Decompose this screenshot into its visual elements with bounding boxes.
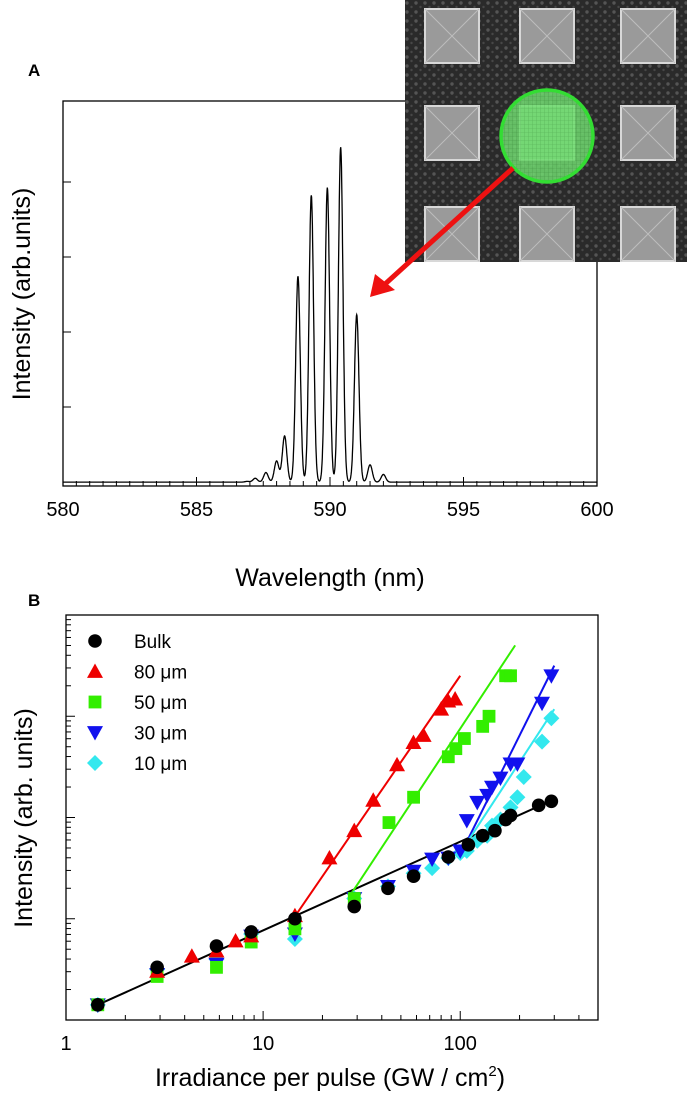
data-point <box>210 960 223 974</box>
data-point <box>441 850 456 864</box>
x-tick-label: 590 <box>313 499 346 521</box>
x-label-superscript: 2 <box>488 1063 496 1080</box>
data-point <box>509 789 526 806</box>
x-tick-label: 100 <box>444 1033 477 1055</box>
fit-line <box>459 708 556 854</box>
sem-inset-image <box>405 0 687 262</box>
data-point <box>488 823 502 838</box>
data-point <box>433 701 450 716</box>
legend-label: Bulk <box>134 632 171 653</box>
data-point <box>150 960 164 975</box>
x-label-main: Irradiance per pulse (GW / cm <box>155 1064 488 1092</box>
data-point <box>407 790 420 804</box>
data-point <box>534 733 551 750</box>
panel-b-ticks <box>65 619 599 1020</box>
legend-label: 30 μm <box>134 724 187 745</box>
data-point <box>321 850 338 865</box>
panel-label-b: B <box>28 591 40 610</box>
data-point <box>381 881 395 896</box>
x-tick-label: 585 <box>180 499 213 521</box>
x-tick-label: 595 <box>447 499 480 521</box>
legend-label: 80 μm <box>134 663 187 684</box>
data-point <box>504 669 517 683</box>
panel-label-a: A <box>28 61 40 80</box>
data-point <box>534 696 551 712</box>
panel-b-tick-labels: 1 10 100 <box>60 1033 476 1055</box>
data-point <box>543 710 560 727</box>
panel-a-x-label: Wavelength (nm) <box>235 564 424 592</box>
data-point <box>531 798 546 813</box>
data-point <box>415 727 432 742</box>
x-tick-label: 1 <box>60 1033 71 1055</box>
data-point <box>405 734 422 749</box>
pillar-facet <box>519 8 575 64</box>
x-tick-label: 600 <box>580 499 613 521</box>
x-label-end: ) <box>497 1064 505 1092</box>
data-point <box>382 816 396 829</box>
data-point <box>515 769 532 785</box>
data-point <box>347 899 362 914</box>
data-point <box>509 757 526 772</box>
pillar-facet <box>620 8 676 64</box>
panel-b-y-label: Intensity (arb. units) <box>10 708 38 928</box>
legend-marker <box>87 755 103 771</box>
data-point <box>543 669 560 684</box>
panel-a-y-label: Intensity (arb.units) <box>8 188 36 401</box>
legend-marker <box>87 726 103 741</box>
pillar-facet <box>519 206 575 262</box>
panel-a-tick-labels: 580 585 590 595 600 <box>46 499 613 521</box>
data-point <box>244 925 258 939</box>
data-point <box>476 719 490 733</box>
data-point <box>503 808 518 823</box>
data-point <box>227 933 244 948</box>
data-point <box>424 852 441 868</box>
data-point <box>484 780 501 796</box>
legend-label: 50 μm <box>134 693 187 714</box>
data-point <box>458 732 471 745</box>
data-point <box>449 742 463 756</box>
data-point <box>365 792 382 807</box>
data-point <box>406 869 421 884</box>
data-point <box>183 948 200 963</box>
x-tick-label: 10 <box>252 1033 274 1055</box>
data-point <box>544 794 559 809</box>
legend-label: 10 μm <box>134 754 187 775</box>
data-points <box>89 669 560 1013</box>
data-point <box>469 795 486 811</box>
legend: Bulk 80 μm 50 μm 30 μm 10 μm <box>87 632 187 775</box>
data-point <box>475 828 490 843</box>
legend-marker <box>88 695 102 709</box>
data-point <box>389 756 406 772</box>
legend-marker <box>87 663 103 678</box>
pillar-facet <box>424 105 480 161</box>
panel-b-x-label: Irradiance per pulse (GW / cm2) <box>155 1063 505 1092</box>
data-point <box>492 771 509 787</box>
data-point <box>424 860 441 877</box>
pillar-facet <box>424 8 480 64</box>
red-arrow <box>370 166 515 297</box>
fit-line <box>347 644 517 900</box>
data-point <box>482 709 496 723</box>
data-point <box>288 911 302 926</box>
data-point <box>209 939 224 953</box>
pillar-facet <box>620 105 676 161</box>
data-point <box>461 838 476 852</box>
data-point <box>346 822 363 838</box>
data-point <box>91 998 105 1012</box>
x-tick-label: 580 <box>46 499 79 521</box>
highlight-circle <box>499 88 595 184</box>
data-point <box>458 814 475 829</box>
data-point <box>288 922 302 936</box>
pillar-facet <box>620 206 676 262</box>
data-point <box>447 691 464 706</box>
legend-marker <box>88 634 102 648</box>
spectrum-line <box>63 147 597 483</box>
pillar-facet <box>424 206 480 262</box>
